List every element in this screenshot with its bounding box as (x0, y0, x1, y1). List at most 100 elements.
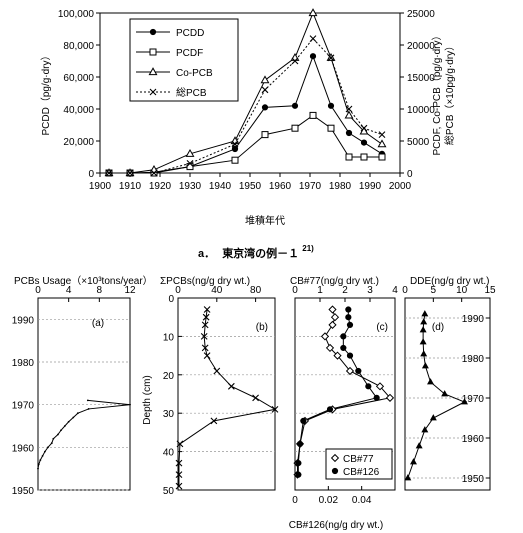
legend-box (325, 448, 393, 480)
data-point (129, 403, 131, 406)
panel-d-title: DDE(ng/g dry wt.) (410, 276, 489, 287)
xtick-label: 12 (124, 285, 136, 296)
data-point (359, 126, 369, 135)
caption-prefix: a． (198, 248, 215, 260)
data-point (421, 362, 429, 369)
data-point (230, 136, 240, 145)
data-point (47, 446, 49, 449)
xtick-label: 0 (292, 285, 298, 296)
data-point (415, 442, 423, 449)
ytick-label: 1960 (462, 434, 485, 445)
panel-tag: (c) (376, 322, 388, 333)
legend-marker (148, 67, 158, 76)
data-point (345, 366, 355, 376)
panel-c: 0 1 2 3 4 0 0.02 0.04 (c) CB#77 CB#126 (292, 285, 398, 506)
ytick-label: 1950 (12, 486, 35, 497)
top-xtick-label: 1920 (149, 181, 172, 192)
data-point (176, 440, 184, 448)
pcbs-line (178, 309, 277, 487)
top-caption: a． 東京湾の例－１ 21) (198, 244, 314, 260)
ytick-label: 10 (163, 332, 175, 343)
panel-tag: (d) (432, 322, 444, 333)
usage-line (37, 399, 131, 469)
data-point (346, 352, 354, 359)
data-point (345, 306, 352, 313)
panel-a-title: PCBs Usage（×10³tons/year） (14, 275, 153, 287)
data-point (227, 382, 235, 390)
data-point (461, 398, 468, 405)
data-point (39, 459, 42, 462)
data-point (252, 394, 259, 402)
panel-frame (177, 297, 276, 491)
top-y2tick-label: 0 (407, 169, 413, 180)
data-point (309, 111, 317, 119)
data-point (291, 57, 299, 65)
data-point (326, 406, 334, 413)
ytick-label: 1990 (12, 315, 35, 326)
data-point (186, 163, 194, 171)
data-point (202, 313, 210, 321)
ytick-label: 40 (163, 448, 175, 459)
xtick-label: 0 (175, 285, 181, 296)
data-point (373, 394, 380, 401)
data-point (57, 433, 59, 436)
ytick-label: 1990 (462, 314, 485, 325)
data-point (67, 420, 70, 423)
panel-a: 0 4 8 12 1950 1960 1970 1980 1990 (a) (12, 285, 136, 497)
data-point (37, 463, 40, 466)
ytick-label: 0 (168, 294, 174, 305)
series-PCDF (105, 111, 386, 177)
top-y2tick-label: 15000 (407, 73, 435, 84)
data-point (441, 390, 449, 397)
data-point (419, 326, 427, 333)
legend-label: Co-PCB (176, 68, 213, 79)
xtick-label: 10 (456, 285, 468, 296)
ytick-label: 1970 (462, 394, 485, 405)
top-y2tick-label: 25000 (407, 9, 435, 20)
xtick-label: 15 (484, 285, 496, 296)
top-ytick-label: 0 (88, 169, 94, 180)
legend-marker (149, 48, 157, 56)
data-point (271, 405, 279, 413)
data-point (340, 333, 347, 340)
caption-sup: 21) (302, 244, 314, 253)
data-point (328, 305, 337, 314)
xtick-label: 1 (317, 285, 323, 296)
ytick-label: 1980 (462, 354, 485, 365)
legend-label: PCDF (176, 48, 203, 59)
panel-b: 0 40 80 0 10 20 30 40 50 (b) (163, 285, 279, 497)
data-point (419, 338, 427, 345)
data-point (378, 153, 386, 161)
panel-b-title: ΣPCBs(ng/g dry wt.) (160, 276, 250, 287)
data-point (175, 471, 183, 479)
data-point (50, 442, 53, 444)
data-point (200, 333, 208, 340)
panel-c-title: CB#77(ng/g dry wt.) (290, 276, 379, 287)
data-point (41, 454, 44, 457)
data-point (421, 426, 429, 433)
ytick-label: 20 (163, 371, 175, 382)
top-xtick-label: 2000 (389, 181, 412, 192)
data-point (340, 344, 347, 352)
xtick-label: 3 (367, 285, 373, 296)
x2tick-label: 0.02 (319, 495, 339, 506)
top-y2tick-label: 10000 (407, 105, 435, 116)
top-series (104, 8, 387, 177)
data-point (360, 124, 368, 132)
top-ylabel-right-2: 総PCB（×10pg/g·dry） (443, 41, 456, 145)
top-xlabel: 堆積年代 (245, 214, 285, 227)
legend-label: 総PCB (176, 86, 207, 99)
ytick-label: 30 (163, 409, 175, 420)
top-y2tick-label: 20000 (407, 41, 435, 52)
data-point (378, 131, 386, 138)
data-point (360, 139, 368, 146)
xtick-label: 40 (211, 285, 223, 296)
panel-tag: (b) (256, 322, 268, 333)
xtick-label: 0 (35, 285, 41, 296)
data-point (295, 471, 302, 478)
data-point (126, 169, 134, 177)
data-point (185, 148, 195, 157)
data-point (63, 425, 66, 427)
x2tick-label: 0.04 (352, 495, 372, 506)
